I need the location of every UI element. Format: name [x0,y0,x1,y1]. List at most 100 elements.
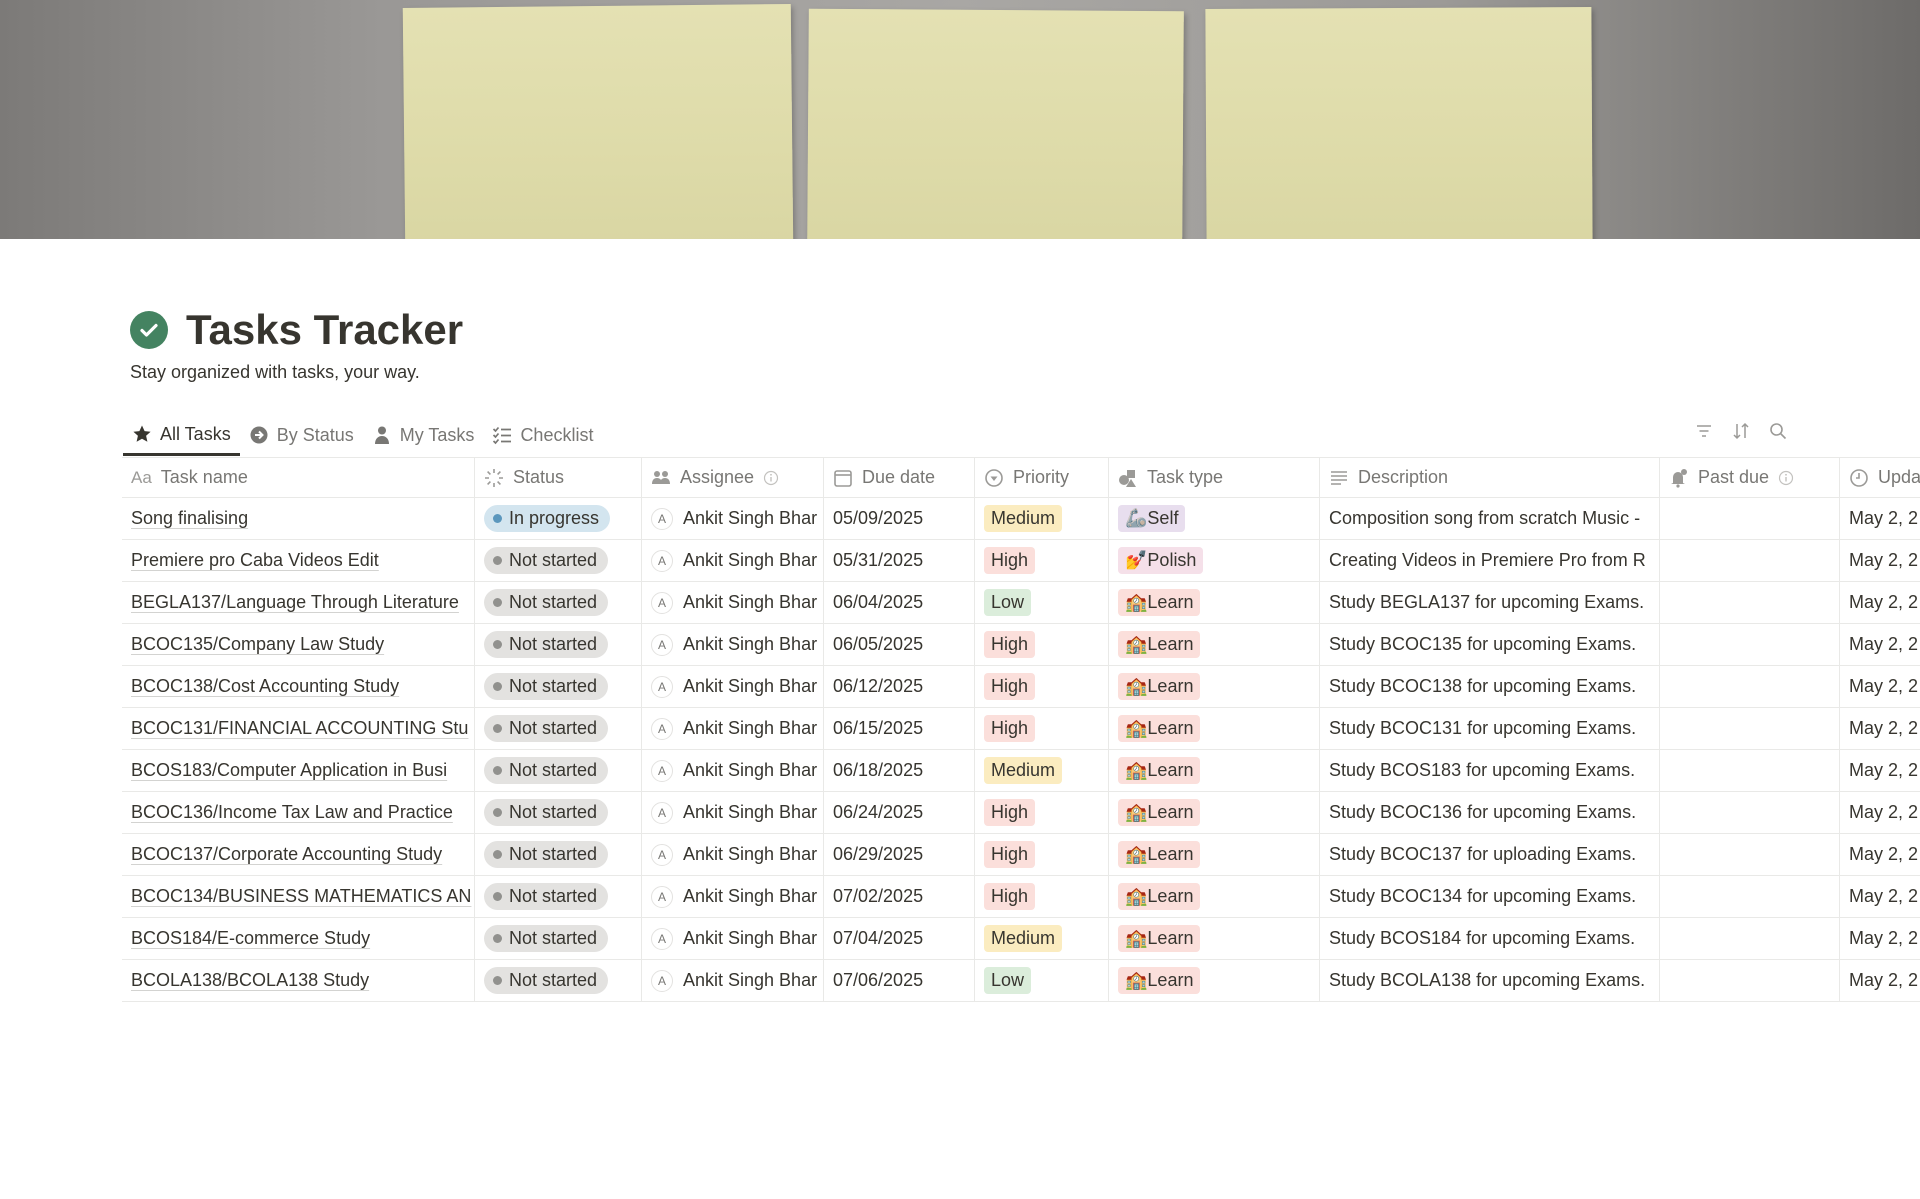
column-header[interactable]: Upda [1840,458,1920,497]
task-name-link[interactable]: BCOC136/Income Tax Law and Practice [131,802,453,822]
priority-badge[interactable]: High [984,883,1036,910]
column-header[interactable]: Aa Task name [122,458,475,497]
assignee-name: Ankit Singh Bhar [683,928,818,948]
task-type-badge[interactable]: 🏫 Learn [1118,799,1201,826]
person-icon [374,426,389,444]
task-name-link[interactable]: BCOC131/FINANCIAL ACCOUNTING Stu [131,718,469,738]
column-header[interactable]: Priority [975,458,1109,497]
avatar: A [651,507,673,530]
status-badge[interactable]: In progress [484,505,611,532]
priority-badge[interactable]: High [984,841,1036,868]
table-row[interactable]: BCOC131/FINANCIAL ACCOUNTING Stu Not sta… [122,708,1920,750]
tab-by-status[interactable]: By Status [240,417,363,453]
task-type-badge[interactable]: 🏫 Learn [1118,715,1201,742]
column-header[interactable]: Status [475,458,642,497]
column-header[interactable]: Task type [1109,458,1320,497]
status-badge[interactable]: Not started [484,547,609,574]
table-row[interactable]: BEGLA137/Language Through Literature Not… [122,582,1920,624]
priority-badge[interactable]: High [984,715,1036,742]
task-type-label: Learn [1147,634,1194,654]
priority-badge[interactable]: High [984,547,1036,574]
view-toolbar [1694,419,1788,443]
check-circle-icon[interactable] [130,311,168,349]
table-row[interactable]: BCOLA138/BCOLA138 Study Not started A Ank… [122,960,1920,1002]
priority-badge[interactable]: Low [984,967,1032,994]
task-name-link[interactable]: BCOS183/Computer Application in Busi [131,760,448,780]
column-header[interactable]: Due date [824,458,975,497]
status-badge[interactable]: Not started [484,967,609,994]
task-type-badge[interactable]: 🦾 Self [1118,505,1186,532]
task-type-label: Learn [1147,970,1194,990]
priority-badge[interactable]: High [984,673,1036,700]
task-name-link[interactable]: BEGLA137/Language Through Literature [131,592,459,612]
table-row[interactable]: BCOS183/Computer Application in Busi Not… [122,750,1920,792]
filter-icon[interactable] [1694,419,1714,443]
task-type-badge[interactable]: 🏫 Learn [1118,631,1201,658]
task-type-emoji-icon: 💅 [1125,550,1148,570]
task-type-badge[interactable]: 🏫 Learn [1118,841,1201,868]
sort-icon[interactable] [1731,419,1751,443]
task-name-link[interactable]: Song finalising [131,508,249,528]
status-badge[interactable]: Not started [484,757,609,784]
task-type-badge[interactable]: 🏫 Learn [1118,589,1201,616]
task-type-badge[interactable]: 🏫 Learn [1118,673,1201,700]
priority-badge[interactable]: Medium [984,757,1063,784]
table-row[interactable]: BCOC137/Corporate Accounting Study Not s… [122,834,1920,876]
task-name-link[interactable]: Premiere pro Caba Videos Edit [131,550,379,570]
column-header[interactable]: Description [1320,458,1660,497]
column-label: Priority [1013,467,1070,487]
info-icon[interactable] [1778,470,1794,486]
column-header[interactable]: Past due [1660,458,1840,497]
tab-checklist[interactable]: Checklist [483,417,602,453]
task-name-link[interactable]: BCOC137/Corporate Accounting Study [131,844,443,864]
status-badge[interactable]: Not started [484,631,609,658]
table-row[interactable]: BCOS184/E-commerce Study Not started A An… [122,918,1920,960]
status-badge[interactable]: Not started [484,883,609,910]
task-type-badge[interactable]: 🏫 Learn [1118,757,1201,784]
table-row[interactable]: BCOC138/Cost Accounting Study Not starte… [122,666,1920,708]
status-badge[interactable]: Not started [484,925,609,952]
priority-badge[interactable]: High [984,799,1036,826]
status-badge[interactable]: Not started [484,673,609,700]
due-date: 06/12/2025 [833,676,924,696]
status-badge[interactable]: Not started [484,841,609,868]
task-type-emoji-icon: 🏫 [1125,802,1148,822]
priority-badge[interactable]: Medium [984,505,1063,532]
priority-badge[interactable]: Medium [984,925,1063,952]
task-type-badge[interactable]: 🏫 Learn [1118,925,1201,952]
search-icon[interactable] [1768,419,1788,443]
updated-date: May 2, 2 [1849,928,1919,948]
arrow-circle-icon [250,426,268,444]
info-icon[interactable] [763,470,779,486]
tab-my-tasks[interactable]: My Tasks [363,417,484,453]
status-badge[interactable]: Not started [484,589,609,616]
priority-badge[interactable]: High [984,631,1036,658]
task-name-link[interactable]: BCOC134/BUSINESS MATHEMATICS AN [131,886,472,906]
task-type-badge[interactable]: 🏫 Learn [1118,967,1201,994]
tab-all-tasks[interactable]: All Tasks [123,417,240,456]
status-dot-icon [493,808,502,817]
column-header[interactable]: Assignee [642,458,824,497]
task-type-badge[interactable]: 🏫 Learn [1118,883,1201,910]
table-row[interactable]: Song finalising In progress A Ankit Singh… [122,498,1920,540]
table-row[interactable]: Premiere pro Caba Videos Edit Not starte… [122,540,1920,582]
avatar: A [651,549,673,572]
table-row[interactable]: BCOC134/BUSINESS MATHEMATICS AN Not star… [122,876,1920,918]
avatar: A [651,675,673,698]
column-label: Description [1358,467,1449,487]
task-name-link[interactable]: BCOC138/Cost Accounting Study [131,676,400,696]
status-badge[interactable]: Not started [484,799,609,826]
table-row[interactable]: BCOC136/Income Tax Law and Practice Not … [122,792,1920,834]
status-label: Not started [509,718,598,738]
task-name-link[interactable]: BCOS184/E-commerce Study [131,928,371,948]
status-dot-icon [493,682,502,691]
task-type-badge[interactable]: 💅 Polish [1118,547,1204,574]
status-badge[interactable]: Not started [484,715,609,742]
status-label: Not started [509,550,598,570]
task-name-link[interactable]: BCOC135/Company Law Study [131,634,385,654]
task-name-link[interactable]: BCOLA138/BCOLA138 Study [131,970,370,990]
priority-badge[interactable]: Low [984,589,1032,616]
status-dot-icon [493,556,502,565]
status-label: Not started [509,970,598,990]
